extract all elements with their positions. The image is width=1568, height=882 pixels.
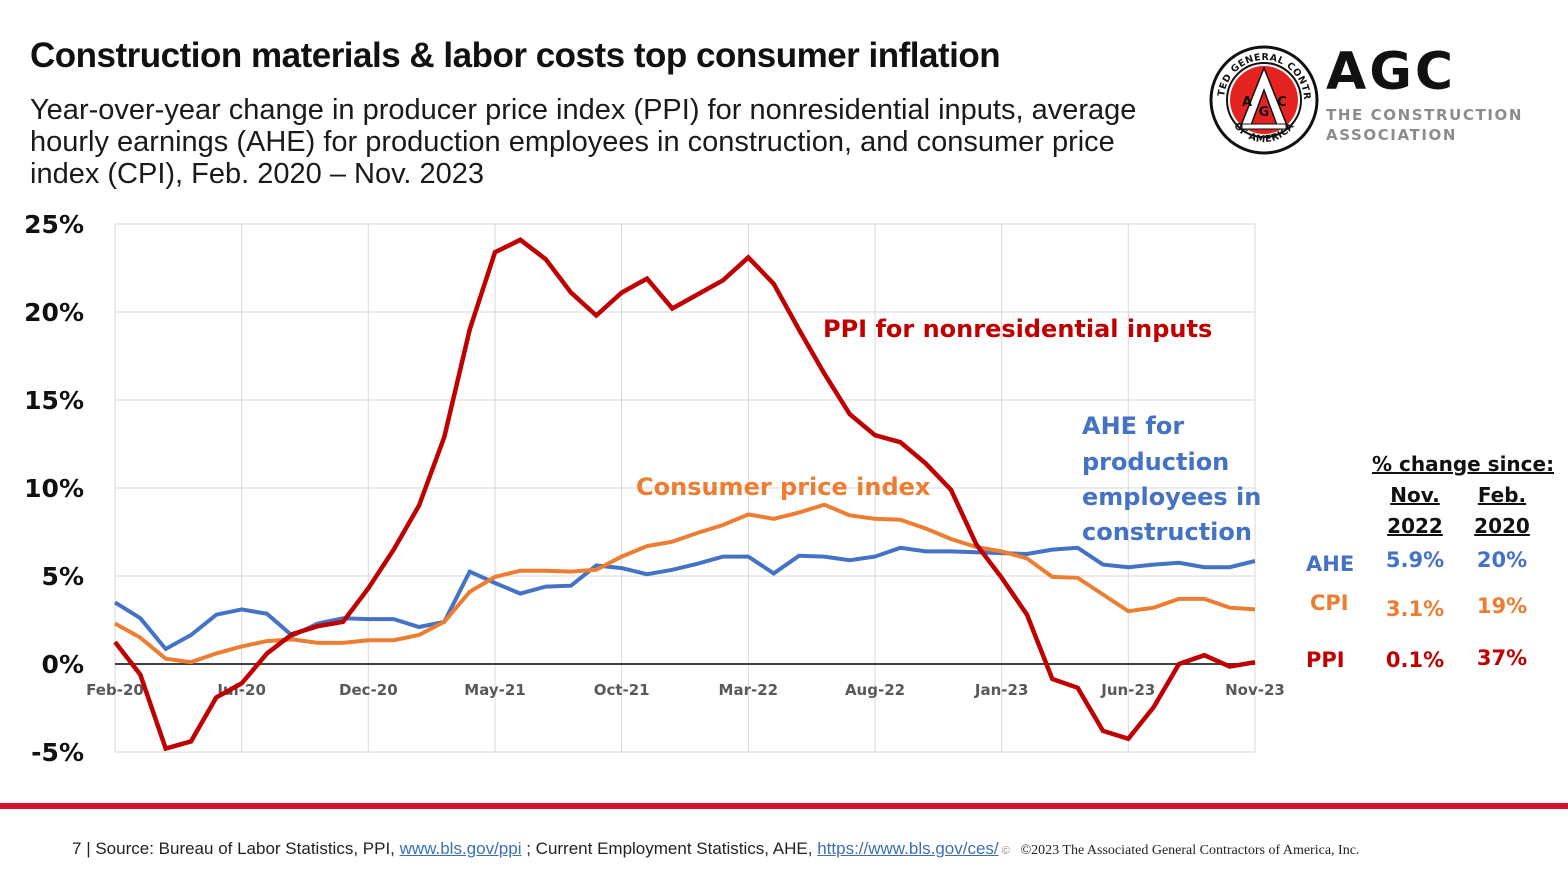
- y-tick-label: 15%: [24, 386, 84, 415]
- y-tick-label: 10%: [24, 474, 84, 503]
- source-prefix: | Source: Bureau of Labor Statistics, PP…: [86, 839, 400, 858]
- ppi-series-line: [113, 237, 1256, 752]
- seal-letter-c: C: [1277, 95, 1287, 110]
- summary-row-ppi: PPI 0.1% 37%: [1290, 646, 1560, 678]
- summary-header: % change since:: [1372, 452, 1555, 476]
- col2-line2: 2020: [1474, 514, 1530, 538]
- x-tick-label: Jun-23: [1100, 681, 1155, 699]
- ahe-label-line-3: employees in: [1082, 483, 1261, 511]
- x-tick-label: Jul-20: [216, 681, 266, 699]
- y-axis: -5% 0% 5% 10% 15% 20% 25%: [24, 210, 84, 767]
- series-lines: [113, 237, 1256, 752]
- col1-line2: 2022: [1387, 514, 1443, 538]
- ahe-series-line: [113, 545, 1256, 652]
- row-name: AHE: [1306, 552, 1355, 576]
- footer-divider-bar: [0, 803, 1568, 809]
- summary-row-ahe: AHE 5.9% 20%: [1290, 548, 1560, 578]
- page-title: Construction materials & labor costs top…: [30, 36, 1001, 75]
- row-name: PPI: [1306, 648, 1345, 672]
- row-feb2020-value: 37%: [1476, 646, 1528, 670]
- x-tick-label: Mar-22: [719, 681, 779, 699]
- y-tick-label: 0%: [42, 650, 84, 679]
- summary-table: % change since: Nov. 2022 Feb. 2020 AHE …: [1290, 452, 1560, 692]
- footer-source: 7 | Source: Bureau of Labor Statistics, …: [72, 839, 1359, 859]
- line-chart: -5% 0% 5% 10% 15% 20% 25% Feb-20 Jul-20 Dec-20 Ma…: [24, 210, 1285, 767]
- agc-seal-icon: ASSOCIATED GENERAL CONTRACTORS OF AMERIC…: [1208, 44, 1319, 155]
- row-nov2022-value: 5.9%: [1385, 548, 1445, 572]
- seal-letter-g: G: [1259, 105, 1270, 120]
- x-axis: Feb-20 Jul-20 Dec-20 May-21 Oct-21 Mar-22 Aug-…: [86, 681, 1285, 699]
- source-mid: ; Current Employment Statistics, AHE,: [521, 839, 818, 858]
- x-tick-label: Feb-20: [86, 681, 144, 699]
- y-tick-label: 20%: [24, 298, 84, 327]
- page-number: 7: [72, 839, 82, 858]
- seal-letter-a: A: [1242, 95, 1252, 110]
- col1-line1: Nov.: [1390, 483, 1440, 507]
- row-feb2020-value: 19%: [1476, 594, 1528, 618]
- col2-line1: Feb.: [1477, 483, 1527, 507]
- row-nov2022-value: 0.1%: [1385, 648, 1445, 672]
- x-tick-label: Oct-21: [594, 681, 650, 699]
- ahe-label-line-2: production: [1082, 448, 1229, 476]
- page-subtitle: Year-over-year change in producer price …: [30, 94, 1137, 190]
- cpi-series-label: Consumer price index: [636, 473, 931, 501]
- ahe-label-line-4: construction: [1082, 518, 1252, 546]
- ahe-series-label: AHE for production employees in construc…: [1082, 412, 1261, 546]
- y-tick-label: 25%: [24, 210, 84, 239]
- source-trail: ©: [998, 845, 1010, 857]
- bls-ces-link[interactable]: https://www.bls.gov/ces/: [817, 839, 999, 858]
- y-tick-label: 5%: [42, 562, 84, 591]
- row-name: CPI: [1310, 591, 1349, 615]
- row-feb2020-value: 20%: [1476, 548, 1528, 572]
- x-tick-label: Dec-20: [339, 681, 398, 699]
- logo-tagline-1: THE CONSTRUCTION: [1326, 106, 1524, 124]
- summary-col-nov2022: Nov. 2022: [1376, 480, 1454, 542]
- agc-logo: ASSOCIATED GENERAL CONTRACTORS OF AMERIC…: [1208, 42, 1521, 155]
- x-tick-label: Nov-23: [1225, 681, 1285, 699]
- x-tick-label: Aug-22: [845, 681, 905, 699]
- y-tick-label: -5%: [31, 738, 84, 767]
- row-nov2022-value: 3.1%: [1385, 597, 1445, 621]
- summary-col-feb2020: Feb. 2020: [1466, 480, 1538, 542]
- bls-ppi-link[interactable]: www.bls.gov/ppi: [399, 839, 522, 858]
- x-tick-label: Jan-23: [974, 681, 1028, 699]
- ahe-label-line-1: AHE for: [1082, 412, 1184, 440]
- copyright-text: ©2023 The Associated General Contractors…: [1020, 843, 1360, 858]
- ppi-series-label: PPI for nonresidential inputs: [823, 315, 1212, 343]
- logo-tagline-2: ASSOCIATION: [1326, 126, 1458, 144]
- logo-wordmark: AGC: [1326, 42, 1457, 102]
- summary-row-cpi: CPI 3.1% 19%: [1290, 591, 1560, 624]
- cpi-series-line: [114, 502, 1256, 665]
- x-tick-label: May-21: [464, 681, 525, 699]
